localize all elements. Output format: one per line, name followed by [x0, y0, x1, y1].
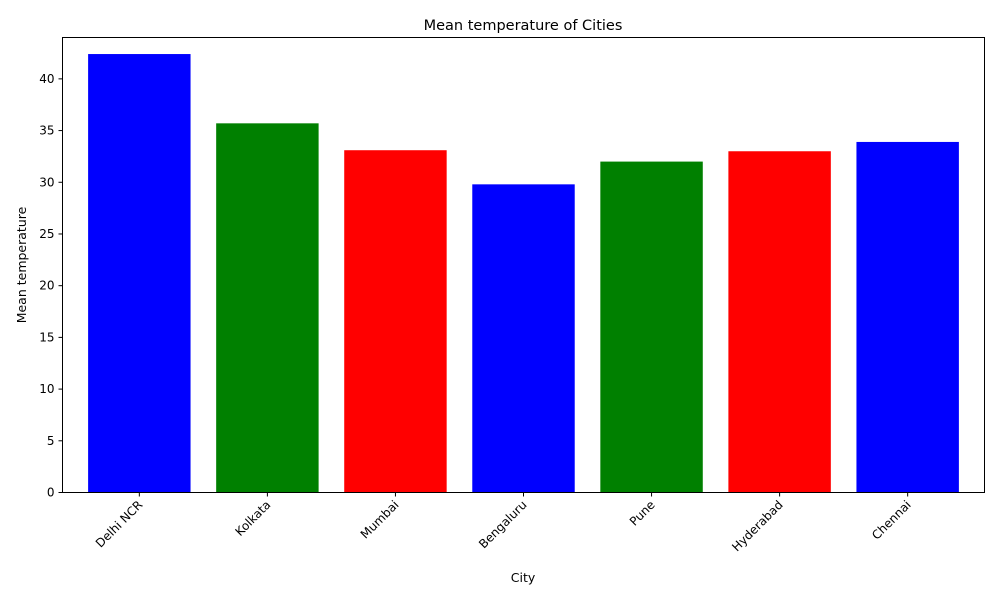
bar-mumbai	[344, 150, 447, 493]
bar-kolkata	[216, 123, 319, 493]
bar-delhi-ncr	[88, 54, 191, 493]
y-tick-label: 15	[39, 330, 54, 344]
x-axis-label: City	[511, 570, 536, 585]
y-tick-label: 0	[47, 486, 55, 500]
bar-pune	[600, 161, 703, 493]
y-tick-label: 40	[39, 72, 54, 86]
plot-frame	[62, 37, 985, 493]
bar-bengaluru	[472, 184, 575, 493]
y-axis-label: Mean temperature	[14, 206, 29, 323]
y-tick-label: 5	[47, 434, 55, 448]
y-tick-label: 35	[39, 124, 54, 138]
y-tick-label: 30	[39, 175, 54, 189]
y-tick-label: 20	[39, 279, 54, 293]
bar-chennai	[856, 141, 959, 493]
bar-hyderabad	[728, 151, 831, 493]
chart-title: Mean temperature of Cities	[424, 18, 623, 34]
bars-group	[88, 54, 959, 493]
y-tick-label: 10	[39, 382, 54, 396]
y-axis-ticks: 0 5 10 15 20 25 30 35 40	[39, 72, 63, 500]
y-tick-label: 25	[39, 227, 54, 241]
